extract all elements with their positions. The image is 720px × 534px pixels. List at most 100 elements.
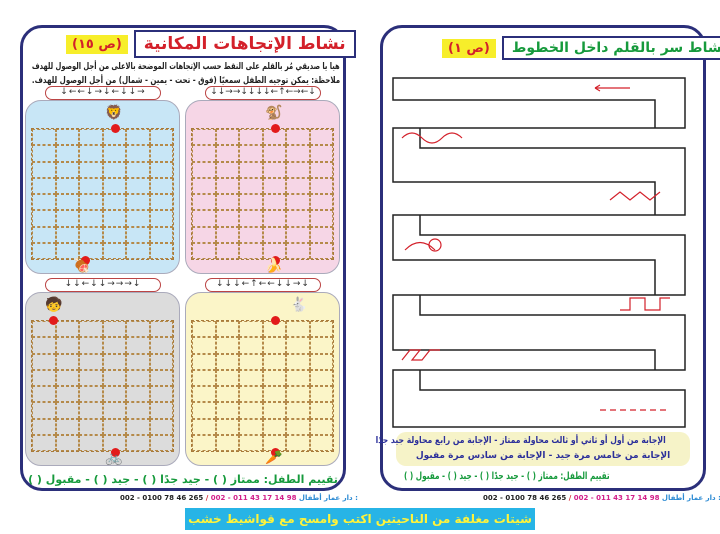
grid-cell	[239, 226, 263, 243]
grid-cell	[79, 402, 103, 419]
grid-cell	[309, 161, 333, 178]
grid-cell	[215, 386, 239, 403]
grid-cell	[309, 337, 333, 354]
grid-cell	[126, 321, 150, 338]
grid-cell	[215, 242, 239, 259]
bottom-banner: شيتات مغلفة من الناحيتين اكتب وامسح مع ق…	[185, 508, 535, 530]
grid-cell	[32, 129, 56, 146]
left-footer: 002 - 0100 78 46 265 / 002 - 011 43 17 1…	[120, 494, 358, 502]
grid-cell	[32, 161, 56, 178]
grid-cell	[215, 129, 239, 146]
grid-cell	[79, 337, 103, 354]
grid-cell	[192, 321, 216, 338]
grid-cell	[192, 337, 216, 354]
grid-cell	[239, 386, 263, 403]
grid-cell	[126, 226, 150, 243]
grid-cell	[149, 402, 173, 419]
grid-cell	[55, 177, 79, 194]
answer-line-wrap: الإجابة من خامس مرة جيد - الإجابة من ساد…	[396, 449, 690, 464]
grid-cell	[309, 226, 333, 243]
grid-cell	[239, 161, 263, 178]
dot-grid[interactable]	[31, 320, 174, 452]
start-dot	[111, 124, 120, 133]
grid-cell	[32, 337, 56, 354]
banana-icon: 🍌	[265, 258, 283, 274]
grid-cell	[102, 194, 126, 211]
grid-cell	[79, 321, 103, 338]
left-page-badge: (ص ١٥)	[66, 34, 128, 54]
grid-cell	[192, 353, 216, 370]
grid-cell	[102, 337, 126, 354]
grid-cell	[309, 353, 333, 370]
start-dot	[271, 124, 280, 133]
grid-cell	[79, 242, 103, 259]
carrot-icon: 🥕	[265, 450, 283, 466]
grid-cell	[239, 321, 263, 338]
monkey-icon: 🐒	[265, 105, 283, 121]
left-rating: تقييم الطفل: ممتاز ( ) - جيد جدًا ( ) - …	[28, 473, 338, 486]
grid-cell	[149, 145, 173, 162]
grid-cell	[126, 177, 150, 194]
grid-cell	[79, 418, 103, 435]
grid-cell	[215, 226, 239, 243]
grid-cell	[32, 242, 56, 259]
grid-cell	[286, 242, 310, 259]
grid-cell	[55, 337, 79, 354]
grid-cell	[102, 402, 126, 419]
goal-dot	[271, 448, 280, 457]
grid-cell	[126, 129, 150, 146]
grid-cell	[309, 242, 333, 259]
lion-icon: 🦁	[105, 105, 123, 121]
instructions: هيا يا صديقي مُر بالقلم على النقط حسب ال…	[28, 60, 340, 88]
note-line-wrap: ملاحظة: يمكن توجيه الطفل سمعيًا (فوق - ت…	[28, 74, 340, 88]
grid-cell	[262, 353, 286, 370]
grid-cell	[149, 369, 173, 386]
grid-cell	[309, 145, 333, 162]
grid-cell	[55, 161, 79, 178]
direction-arrows: ↓↓→→↓↓↓↓←↑←→←↓	[205, 86, 321, 100]
grid-cell	[126, 194, 150, 211]
grid-cell	[102, 145, 126, 162]
grid-cell	[309, 386, 333, 403]
grid-cell	[192, 386, 216, 403]
direction-arrows: ↓↓←↓↓→→→↓	[45, 278, 161, 292]
grid-cell	[309, 434, 333, 451]
grid-cell	[309, 369, 333, 386]
left-title-box: نشاط الإتجاهات المكانية (ص ١٥)	[66, 30, 356, 58]
grid-cell	[102, 210, 126, 227]
answer-line: الإجابة من أول أو ثاني أو ثالث محاولة مم…	[375, 436, 666, 446]
right-page-title: نشاط سر بالقلم داخل الخطوط	[501, 36, 720, 60]
answer-line: الإجابة من خامس مرة جيد - الإجابة من ساد…	[415, 451, 671, 461]
grid-cell	[309, 418, 333, 435]
publisher: دار عمار أطفال :	[661, 494, 720, 502]
grid-cell	[55, 129, 79, 146]
grid-cell	[149, 177, 173, 194]
grid-cell	[126, 145, 150, 162]
grid-cell	[215, 402, 239, 419]
grid-cell	[192, 145, 216, 162]
grid-cell	[102, 242, 126, 259]
grid-cell	[102, 386, 126, 403]
grid-cell	[215, 210, 239, 227]
grid-cell	[149, 321, 173, 338]
grid-cell	[192, 434, 216, 451]
grid-cell	[239, 337, 263, 354]
grid-cell	[286, 353, 310, 370]
grid-cell	[215, 177, 239, 194]
grid-cell	[215, 194, 239, 211]
grid-cell	[286, 145, 310, 162]
maze[interactable]	[390, 70, 690, 432]
grid-cell	[262, 226, 286, 243]
separator: /	[205, 494, 209, 502]
grid-cell	[192, 194, 216, 211]
grid-cell	[262, 418, 286, 435]
dot-grid[interactable]	[191, 320, 334, 452]
grid-cell	[192, 210, 216, 227]
grid-cell	[192, 418, 216, 435]
grid-cell	[32, 386, 56, 403]
dot-grid[interactable]	[191, 128, 334, 260]
grid-cell	[55, 210, 79, 227]
dot-grid[interactable]	[31, 128, 174, 260]
grid-cell	[149, 434, 173, 451]
grid-cell	[192, 226, 216, 243]
